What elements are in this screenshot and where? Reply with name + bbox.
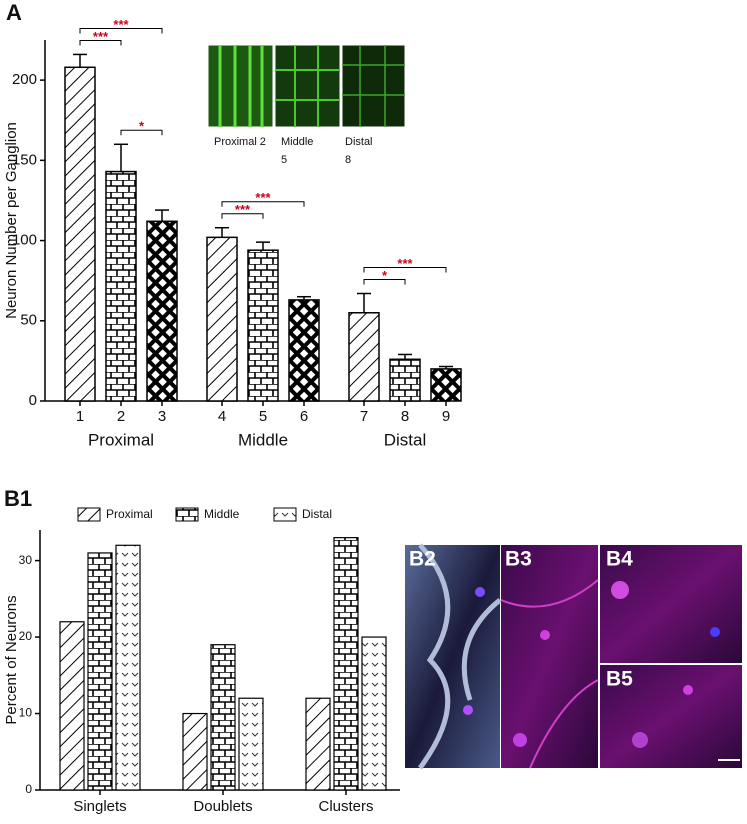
bar [333,537,359,791]
x-tick-label: Clusters [318,798,373,815]
bar [238,697,264,791]
significance-label: *** [255,190,271,205]
significance-bracket [221,201,305,207]
micrograph-label: B3 [505,548,532,571]
legend-label: Proximal [106,507,153,521]
x-tick-label: Singlets [73,798,126,815]
bar [288,299,320,402]
x-tick-label: 3 [158,408,166,425]
x-tick-label: 7 [360,408,368,425]
y-tick-label: 10 [19,706,33,720]
significance-label: *** [93,29,109,44]
bar [64,66,96,402]
bar [361,636,387,791]
significance-label: *** [235,202,251,217]
bar [389,358,421,402]
significance-bracket [79,39,122,46]
bar [430,368,462,402]
inset-label-name: Proximal [214,136,257,148]
x-tick-label: 4 [218,408,226,425]
bar [206,236,238,402]
y-tick-label: 0 [25,782,32,796]
micrograph-label: B2 [409,548,436,571]
micrograph-label: B4 [606,548,633,571]
significance-label: * [139,119,145,134]
panel-label: A [6,0,22,25]
y-axis-label: Neuron Number per Ganglion [3,122,20,319]
x-tick-label: 6 [300,408,308,425]
micrographs [405,543,742,770]
y-tick-label: 50 [20,312,37,329]
bar [146,220,178,402]
significance-bracket [363,279,406,285]
bar [348,312,380,402]
significance-label: * [382,268,388,283]
inset-label-number: 8 [345,154,351,166]
legend-label: Distal [302,507,332,521]
x-tick-label: 1 [76,408,84,425]
group-label: Proximal [88,430,154,449]
y-tick-label: 200 [12,71,37,88]
inset-label-name: Middle [281,136,313,148]
x-tick-label: 5 [259,408,267,425]
panel-label: B1 [4,486,32,511]
bar [210,644,236,791]
y-tick-label: 30 [19,553,33,567]
bar [182,712,208,791]
bar [59,621,85,791]
significance-label: *** [113,17,129,32]
inset-images [207,44,406,128]
inset-label-number: 2 [260,136,266,148]
legend-swatch [175,507,199,522]
bar [115,544,141,791]
significance-bracket [363,267,447,273]
x-tick-label: 9 [442,408,450,425]
legend-swatch [77,507,101,522]
y-tick-label: 150 [12,151,37,168]
group-label: Middle [238,430,288,449]
micrograph-label: B5 [606,668,633,691]
significance-bracket [221,213,264,219]
bar [105,170,137,402]
y-axis-label: Percent of Neurons [3,595,20,724]
significance-label: *** [397,256,413,271]
legend-label: Middle [204,507,240,521]
inset-label-name: Distal [345,136,373,148]
significance-bracket [120,129,163,136]
y-tick-label: 0 [29,392,37,409]
inset-label-number: 5 [281,154,287,166]
bar [247,249,279,402]
y-tick-label: 100 [12,232,37,249]
legend-swatch [273,507,297,522]
group-label: Distal [384,430,427,449]
significance-bracket [79,27,163,34]
bar [305,697,331,791]
x-tick-label: 2 [117,408,125,425]
bar [87,552,113,791]
inset-label: Proximal 2 [214,136,266,148]
x-tick-label: Doublets [193,798,252,815]
x-tick-label: 8 [401,408,409,425]
y-tick-label: 20 [19,629,33,643]
